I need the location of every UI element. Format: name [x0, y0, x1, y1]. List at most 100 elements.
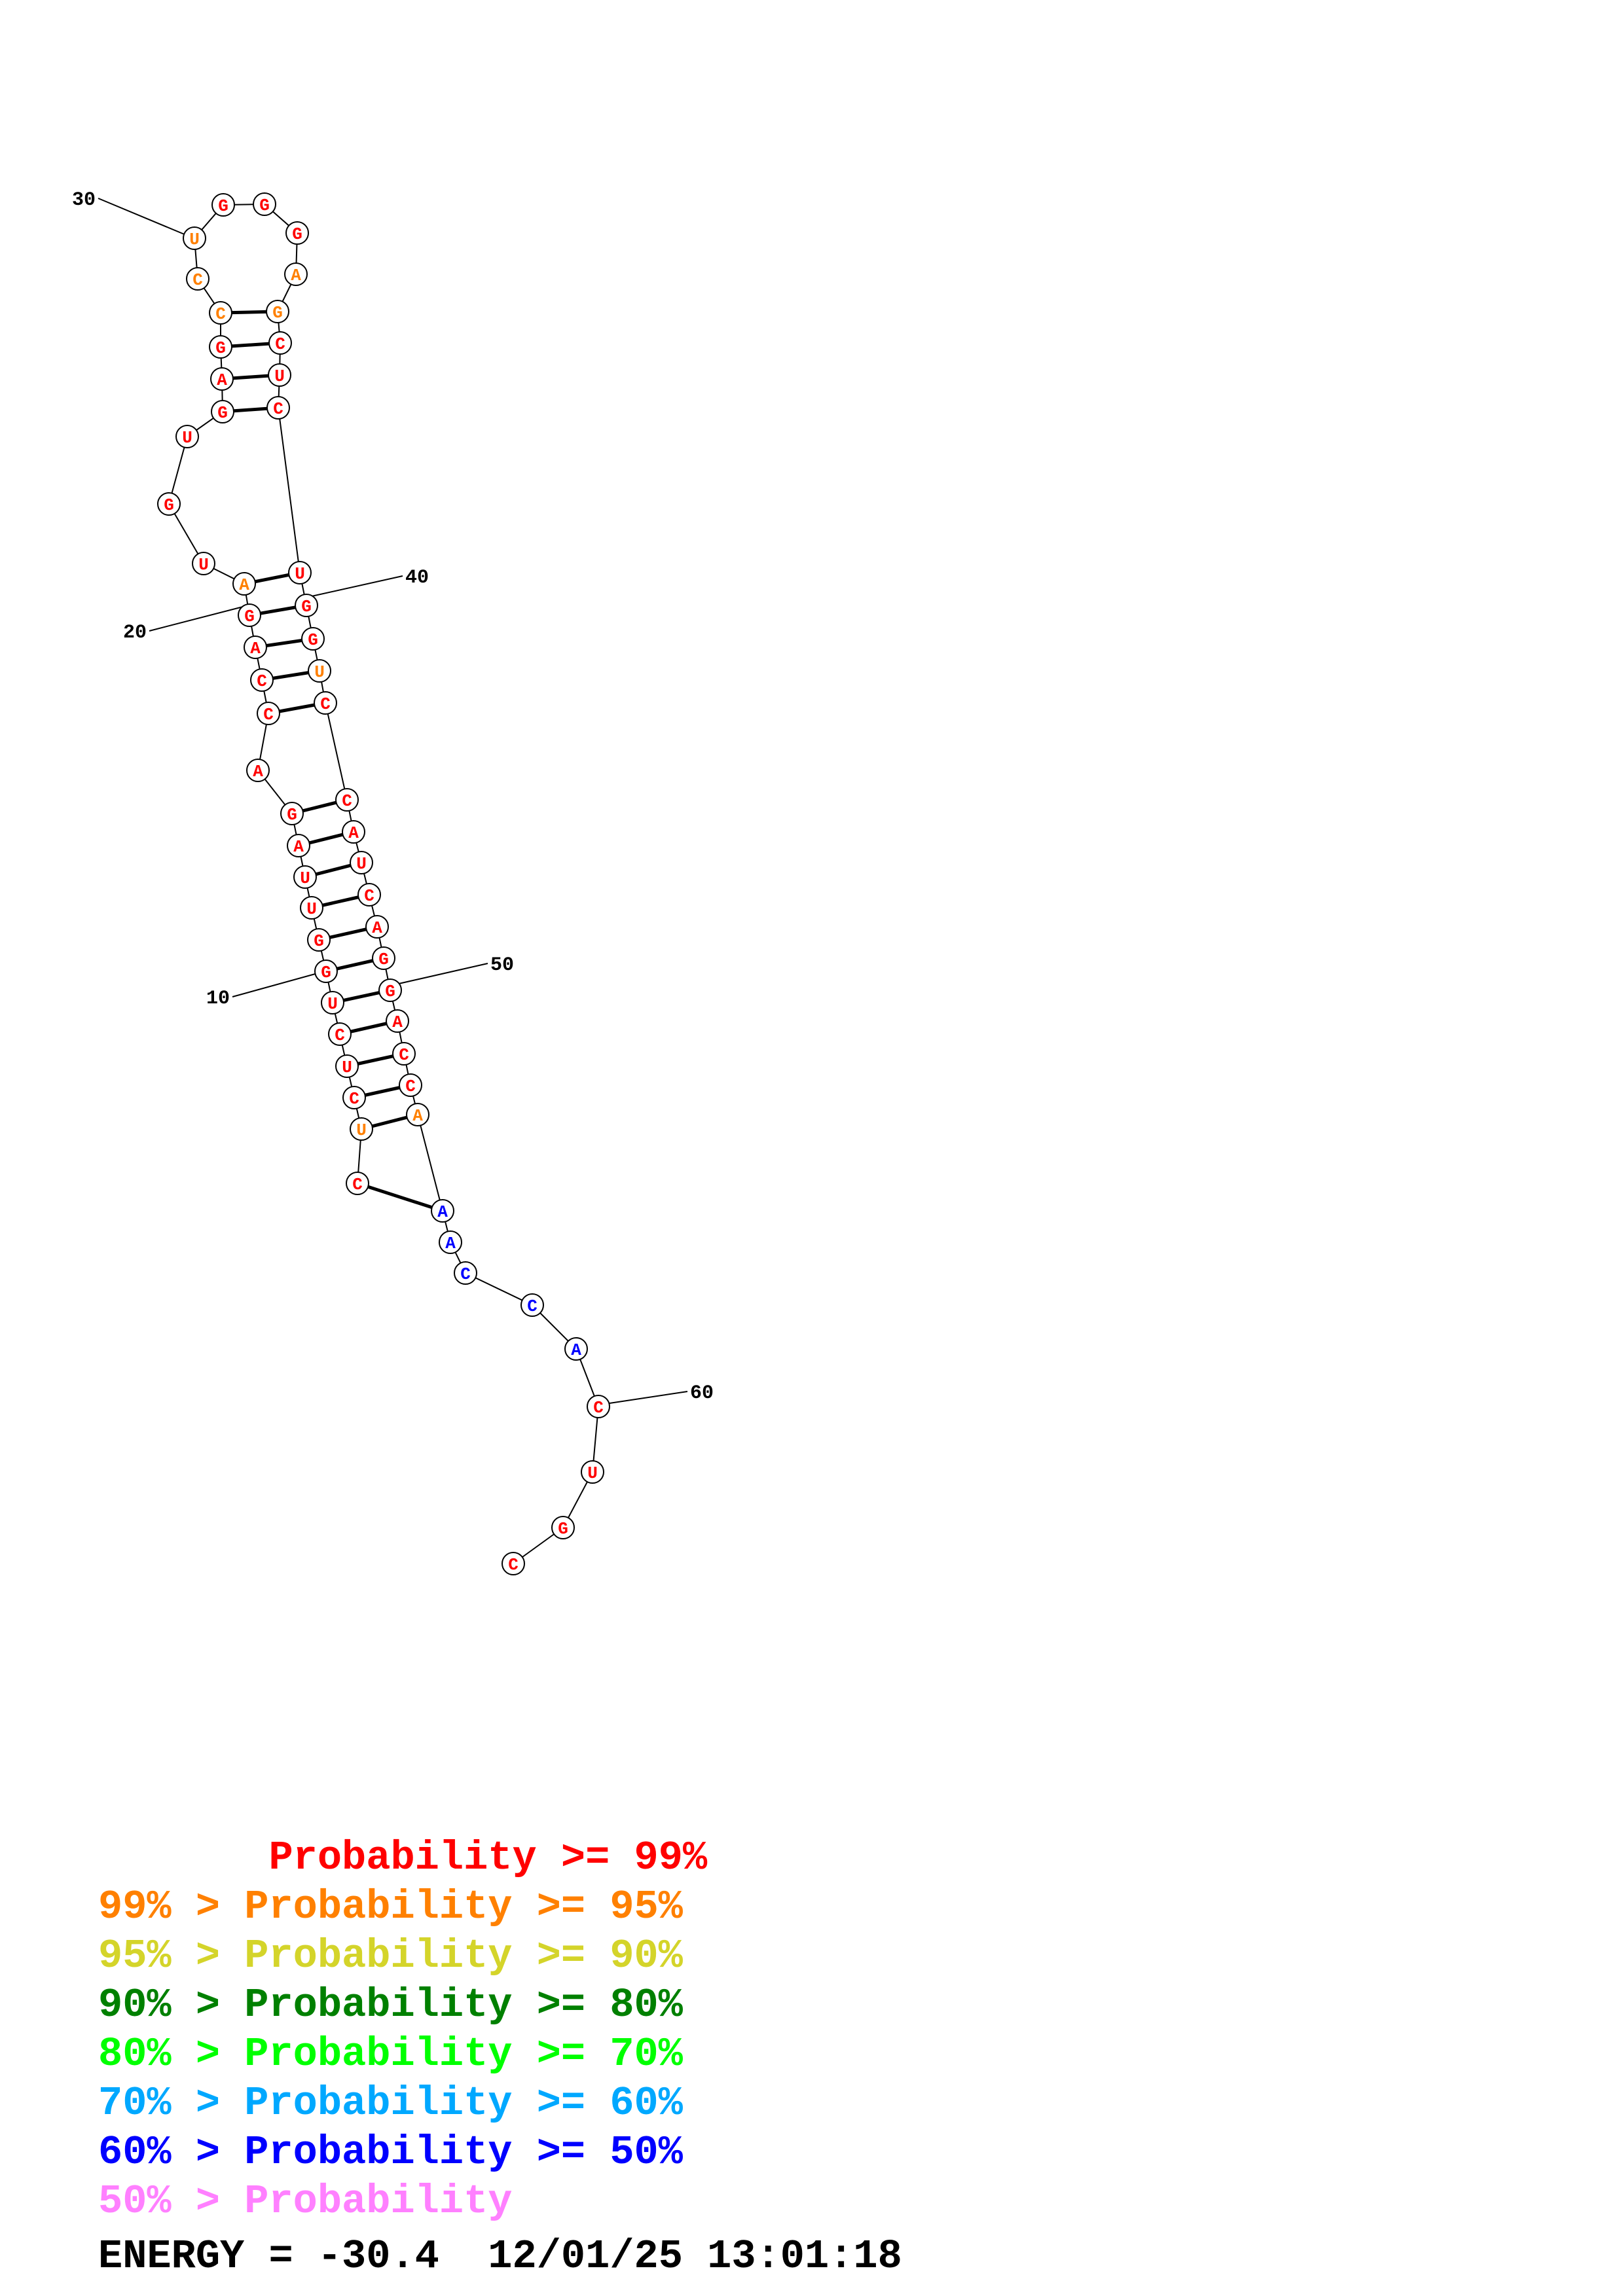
nucleotide: G — [209, 335, 232, 359]
nucleotide-letter: A — [412, 1106, 423, 1126]
nucleotide-letter: A — [253, 762, 263, 781]
nucleotide-circle — [551, 1516, 575, 1539]
nucleotide: G — [211, 193, 235, 217]
nucleotide-letter: G — [308, 630, 318, 650]
nucleotide: C — [399, 1073, 422, 1097]
position-marker-label: 60 — [690, 1382, 714, 1405]
nucleotide: A — [244, 636, 267, 659]
nucleotide-circle — [280, 802, 304, 825]
legend-entry: 95% > Probability >= 90% — [98, 1933, 683, 1979]
nucleotide-circle — [342, 1086, 366, 1109]
nucleotide-letter: C — [352, 1175, 363, 1194]
nucleotide-letter: G — [272, 303, 283, 323]
legend-entry: 90% > Probability >= 80% — [98, 1982, 683, 2028]
nucleotide: C — [257, 702, 280, 725]
nucleotide-circle — [314, 960, 338, 983]
nucleotide: G — [211, 400, 234, 423]
nucleotide-letter: C — [335, 1026, 345, 1045]
position-marker-label: 10 — [206, 988, 230, 1010]
nucleotide: A — [439, 1230, 462, 1254]
nucleotide-letter: C — [527, 1297, 538, 1316]
nucleotide: C — [392, 1042, 416, 1066]
nucleotide-letter: U — [356, 854, 367, 874]
nucleotide: G — [295, 594, 318, 617]
nucleotide-letter: C — [364, 886, 374, 906]
nucleotide-circle — [357, 883, 381, 906]
nucleotide-letter: G — [164, 495, 174, 515]
nucleotide-circle — [250, 668, 274, 692]
nucleotide-letter: U — [300, 869, 310, 888]
nucleotide-letter: C — [273, 399, 283, 419]
nucleotide-letter: U — [342, 1058, 352, 1077]
nucleotide: A — [365, 915, 389, 939]
nucleotide: C — [501, 1552, 525, 1575]
nucleotide: C — [357, 883, 381, 906]
nucleotide-letter: A — [217, 370, 227, 390]
nucleotide: G — [378, 978, 402, 1002]
nucleotide-letter: G — [321, 963, 331, 982]
position-marker-label: 30 — [72, 189, 96, 211]
nucleotide: U — [183, 226, 206, 250]
nucleotide: A — [287, 834, 310, 857]
nucleotide-circle — [439, 1230, 462, 1254]
legend-entry: 50% > Probability — [98, 2178, 513, 2225]
nucleotide-circle — [192, 552, 215, 575]
nucleotide: G — [285, 221, 309, 245]
nucleotide-letter: U — [356, 1121, 367, 1140]
position-marker-line — [232, 971, 325, 997]
nucleotide-circle — [372, 946, 395, 970]
nucleotide: C — [209, 301, 232, 325]
nucleotide-circle — [386, 1009, 409, 1033]
nucleotide: U — [335, 1054, 359, 1078]
nucleotide-letter: G — [292, 224, 302, 244]
nucleotide: U — [175, 425, 199, 448]
nucleotide-letter: U — [274, 367, 285, 386]
nucleotide: C — [250, 668, 274, 692]
nucleotide: A — [564, 1337, 588, 1361]
nucleotide: C — [186, 267, 210, 291]
nucleotide: A — [210, 367, 234, 391]
nucleotide-letter: C — [263, 705, 274, 725]
legend-entry: 60% > Probability >= 50% — [98, 2129, 683, 2176]
nucleotide-circle — [284, 262, 308, 286]
nucleotide-circle — [520, 1293, 544, 1317]
nucleotide-circle — [564, 1337, 588, 1361]
nucleotide: G — [238, 603, 261, 627]
nucleotide-circle — [268, 331, 292, 355]
nucleotide: A — [406, 1103, 429, 1126]
nucleotide-letter: C — [342, 791, 352, 811]
nucleotide-circle — [210, 367, 234, 391]
nucleotide: U — [581, 1460, 604, 1484]
nucleotide-circle — [342, 820, 365, 844]
nucleotide-circle — [335, 1054, 359, 1078]
nucleotide: G — [253, 192, 276, 216]
nucleotide-letter: C — [405, 1077, 416, 1096]
nucleotide-circle — [301, 627, 325, 651]
nucleotide-circle — [186, 267, 210, 291]
nucleotide: U — [300, 896, 323, 920]
nucleotide: A — [386, 1009, 409, 1033]
position-marker-label: 20 — [123, 622, 147, 644]
position-marker-line — [384, 963, 488, 988]
nucleotide: C — [346, 1172, 369, 1195]
nucleotide-circle — [211, 400, 234, 423]
position-markers: 10 20 30 40 50 60 — [72, 189, 714, 1406]
nucleotide: U — [308, 659, 331, 683]
nucleotide-circle — [295, 594, 318, 617]
nucleotide: U — [350, 851, 373, 874]
nucleotide-circle — [246, 759, 270, 782]
nucleotide-circle — [321, 991, 344, 1014]
nucleotide-circle — [209, 335, 232, 359]
nucleotide: A — [232, 572, 256, 596]
nucleotide-circle — [268, 363, 291, 387]
nucleotide-letter: A — [437, 1202, 448, 1222]
nucleotide: U — [321, 991, 344, 1014]
nucleotide: C — [328, 1022, 352, 1046]
nucleotide-letter: A — [291, 266, 301, 285]
nucleotide-letter: C — [593, 1398, 604, 1418]
nucleotide: U — [293, 865, 317, 889]
nucleotide-letter: G — [244, 607, 255, 626]
nucleotide-letter: G — [217, 403, 228, 423]
nucleotide-circle — [314, 691, 337, 715]
nucleotide: G — [307, 928, 331, 952]
